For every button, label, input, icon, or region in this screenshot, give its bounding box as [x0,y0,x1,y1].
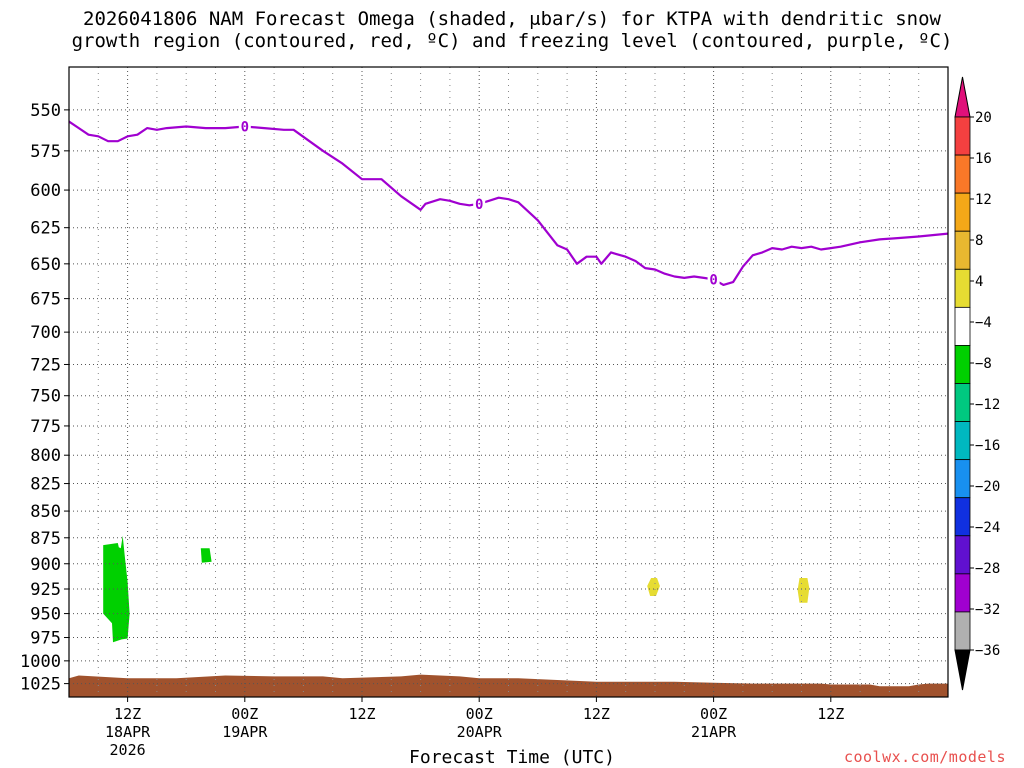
colorbar-band-6 [954,306,971,346]
freezing-label-bg-3 [707,271,720,288]
freezing-label-3: 0 [709,272,717,288]
y-tick-label-925: 925 [30,580,61,600]
x-tick-label-48-0: 12Z [583,705,610,723]
colorbar-band-9 [954,421,971,461]
colorbar-band-8 [954,383,971,422]
colorbar-band-3 [954,192,971,232]
y-tick-label-625: 625 [30,219,61,239]
y-tick-label-725: 725 [30,355,61,375]
plot-area: 0 0 0 [69,67,948,697]
colorbar-label-0: 20 [975,110,992,126]
colorbar-label-7: −12 [975,397,1000,413]
colorbar-label-8: −16 [975,438,1000,454]
y-tick-label-975: 975 [30,629,61,649]
y-tick-label-850: 850 [30,502,61,522]
y-tick-label-875: 875 [30,529,61,549]
colorbar-label-13: −36 [975,643,1000,659]
y-tick-label-575: 575 [30,142,61,162]
x-tick-label-60-0: 00Z [700,705,727,723]
chart-title-line-1: 2026041806 NAM Forecast Omega (shaded, μ… [83,8,941,30]
colorbar-label-5: −4 [975,315,992,331]
y-tick-label-675: 675 [30,290,61,310]
colorbar-band-1 [954,116,971,156]
y-tick-label-550: 550 [30,101,61,121]
colorbar-arrow-bottom [954,649,971,691]
freezing-label-bg-1 [238,118,251,135]
y-tick-label-900: 900 [30,555,61,575]
colorbar-label-11: −28 [975,561,1000,577]
colorbar-label-1: 16 [975,151,992,167]
colorbar-label-10: −24 [975,520,1000,536]
y-tick-label-1000: 1000 [20,652,61,672]
x-tick-label-0-2: 2026 [110,741,146,759]
y-tick-label-775: 775 [30,417,61,437]
y-tick-label-800: 800 [30,446,61,466]
y-tick-label-700: 700 [30,323,61,343]
x-tick-label-36-1: 20APR [457,723,503,741]
y-tick-label-1025: 1025 [20,675,61,695]
colorbar-label-3: 8 [975,233,983,249]
colorbar-band-12 [954,535,971,575]
y-tick-label-650: 650 [30,255,61,275]
omega-region-1 [103,535,130,643]
x-tick-label-24-0: 12Z [348,705,375,723]
colorbar-label-4: 4 [975,274,983,290]
x-axis-title: Forecast Time (UTC) [409,747,615,768]
colorbar-band-7 [954,345,971,384]
colorbar-label-9: −20 [975,479,1000,495]
colorbar-band-5 [954,268,971,308]
terrain-fill [69,674,948,697]
colorbar-arrow-top [954,76,971,118]
y-tick-label-950: 950 [30,605,61,625]
x-tick-label-12-1: 19APR [222,723,268,741]
x-tick-label-36-0: 00Z [466,705,493,723]
omega-region-3 [647,578,660,596]
y-tick-label-750: 750 [30,387,61,407]
omega-region-4 [797,578,810,603]
x-tick-label-60-1: 21APR [691,723,737,741]
freezing-label-bg-2 [473,195,486,212]
chart-title-line-2: growth region (contoured, red, ºC) and f… [71,30,953,52]
x-tick-label-0-1: 18APR [105,723,151,741]
y-tick-label-600: 600 [30,181,61,201]
colorbar-label-2: 12 [975,192,992,208]
colorbar-band-10 [954,459,971,499]
x-tick-label-0-0: 12Z [114,705,141,723]
chart-title: 2026041806 NAM Forecast Omega (shaded, μ… [0,8,1024,52]
freezing-label-2: 0 [475,197,483,213]
x-tick-label-72-0: 12Z [817,705,844,723]
credit-link[interactable]: coolwx.com/models [843,748,1006,766]
colorbar-band-11 [954,497,971,537]
omega-region-2 [200,548,212,563]
freezing-label-1: 0 [241,119,249,135]
colorbar-band-4 [954,230,971,270]
colorbar-band-13 [954,573,971,613]
colorbar-band-14 [954,611,971,651]
colorbar-label-6: −8 [975,356,992,372]
y-tick-label-825: 825 [30,475,61,495]
plot-frame [68,66,949,698]
colorbar-band-2 [954,154,971,194]
x-tick-label-12-0: 00Z [231,705,258,723]
freezing-level-line [69,120,948,286]
colorbar-label-12: −32 [975,602,1000,618]
